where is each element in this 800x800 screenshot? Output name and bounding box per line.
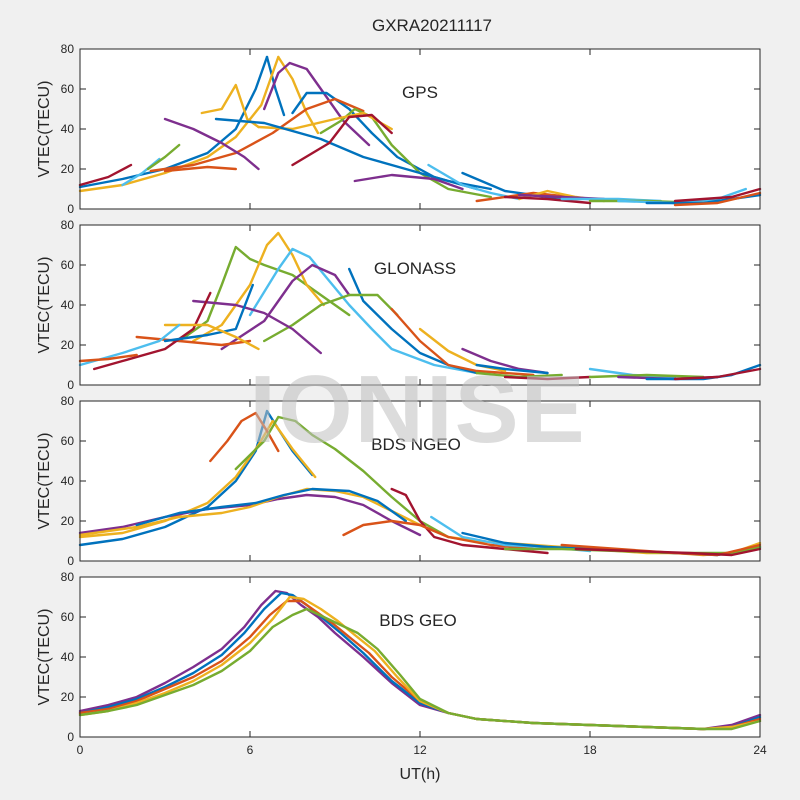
- panel-label: BDS GEO: [379, 611, 456, 630]
- y-tick-label: 0: [67, 378, 74, 392]
- x-tick-label: 18: [583, 743, 597, 757]
- x-tick-label: 0: [77, 743, 84, 757]
- series-line-15: [78, 163, 133, 187]
- series-line-4: [263, 61, 371, 147]
- watermark: IONISE: [249, 356, 586, 463]
- y-tick-label: 20: [61, 514, 75, 528]
- series-line-9: [135, 335, 252, 347]
- y-tick-label: 20: [61, 338, 75, 352]
- y-tick-label: 40: [61, 474, 75, 488]
- y-tick-label: 80: [61, 570, 75, 584]
- x-tick-label: 24: [753, 743, 767, 757]
- y-tick-label: 0: [67, 202, 74, 216]
- series-line-8: [192, 299, 322, 355]
- series-line-1: [78, 419, 317, 539]
- series-line-11: [291, 113, 393, 167]
- y-axis-label: VTEC(TECU): [36, 81, 53, 178]
- x-tick-label: 6: [247, 743, 254, 757]
- y-tick-label: 60: [61, 434, 75, 448]
- y-tick-label: 0: [67, 554, 74, 568]
- y-tick-label: 40: [61, 298, 75, 312]
- panel-label: GPS: [402, 83, 438, 102]
- plot-area: [80, 577, 760, 737]
- series-line-23: [673, 367, 762, 381]
- y-tick-label: 0: [67, 730, 74, 744]
- series-line-6: [135, 487, 407, 527]
- series-line-28: [673, 187, 762, 203]
- series-line-6: [149, 97, 365, 173]
- series-group: [78, 231, 762, 381]
- panel-2: 0 20 40 60 80 VTEC(TECU) BDS NGEO: [36, 394, 762, 568]
- series-line-10: [92, 291, 212, 371]
- y-tick-label: 40: [61, 650, 75, 664]
- series-line-12: [163, 117, 260, 171]
- y-tick-label: 20: [61, 690, 75, 704]
- y-tick-label: 40: [61, 122, 75, 136]
- series-line-0: [177, 245, 351, 343]
- panel-0: 0 20 40 60 80 VTEC(TECU) GPS: [36, 42, 762, 216]
- series-line-12: [163, 323, 260, 351]
- series-line-13: [353, 173, 464, 191]
- panel-1: 0 20 40 60 80 VTEC(TECU) GLONASS: [36, 218, 762, 392]
- series-line-29: [673, 191, 762, 207]
- series-group: [78, 55, 762, 207]
- y-tick-label: 60: [61, 258, 75, 272]
- series-group: [78, 409, 762, 557]
- x-tick-label: 12: [413, 743, 427, 757]
- y-tick-label: 20: [61, 162, 75, 176]
- y-tick-label: 80: [61, 218, 75, 232]
- series-line-18: [163, 165, 238, 173]
- y-axis-label: VTEC(TECU): [36, 433, 53, 530]
- series-line-7: [319, 107, 492, 199]
- series-line-18: [503, 375, 592, 381]
- series-line-2: [248, 247, 478, 375]
- series-line-1: [265, 55, 286, 117]
- y-tick-label: 80: [61, 394, 75, 408]
- y-axis-label: VTEC(TECU): [36, 609, 53, 706]
- series-line-4: [78, 607, 762, 731]
- y-tick-label: 60: [61, 82, 75, 96]
- panel-label: GLONASS: [374, 259, 456, 278]
- plot-area: [80, 49, 760, 209]
- series-line-22: [503, 195, 592, 205]
- series-group: [78, 589, 762, 731]
- series-line-8: [342, 519, 535, 551]
- series-line-13: [574, 547, 762, 557]
- series-line-3: [220, 263, 351, 351]
- series-line-10: [214, 117, 492, 191]
- y-tick-label: 80: [61, 42, 75, 56]
- plot-area: [80, 225, 760, 385]
- series-line-17: [146, 143, 181, 171]
- y-tick-label: 60: [61, 610, 75, 624]
- panel-3: 0 20 40 60 80 0 6 12 18 24 VTEC(TECU) BDS GEO: [36, 570, 767, 757]
- series-line-5: [291, 91, 478, 191]
- y-axis-label: VTEC(TECU): [36, 257, 53, 354]
- series-line-0: [78, 55, 269, 189]
- series-line-6: [390, 307, 535, 377]
- series-line-20: [588, 373, 705, 379]
- x-axis-label: UT(h): [400, 766, 441, 783]
- series-line-16: [475, 363, 549, 375]
- panel-label: BDS NGEO: [371, 435, 461, 454]
- figure-title: GXRA20211117: [372, 16, 492, 35]
- series-line-3: [234, 415, 450, 539]
- series-line-1: [192, 231, 325, 343]
- series-line-14: [78, 353, 138, 363]
